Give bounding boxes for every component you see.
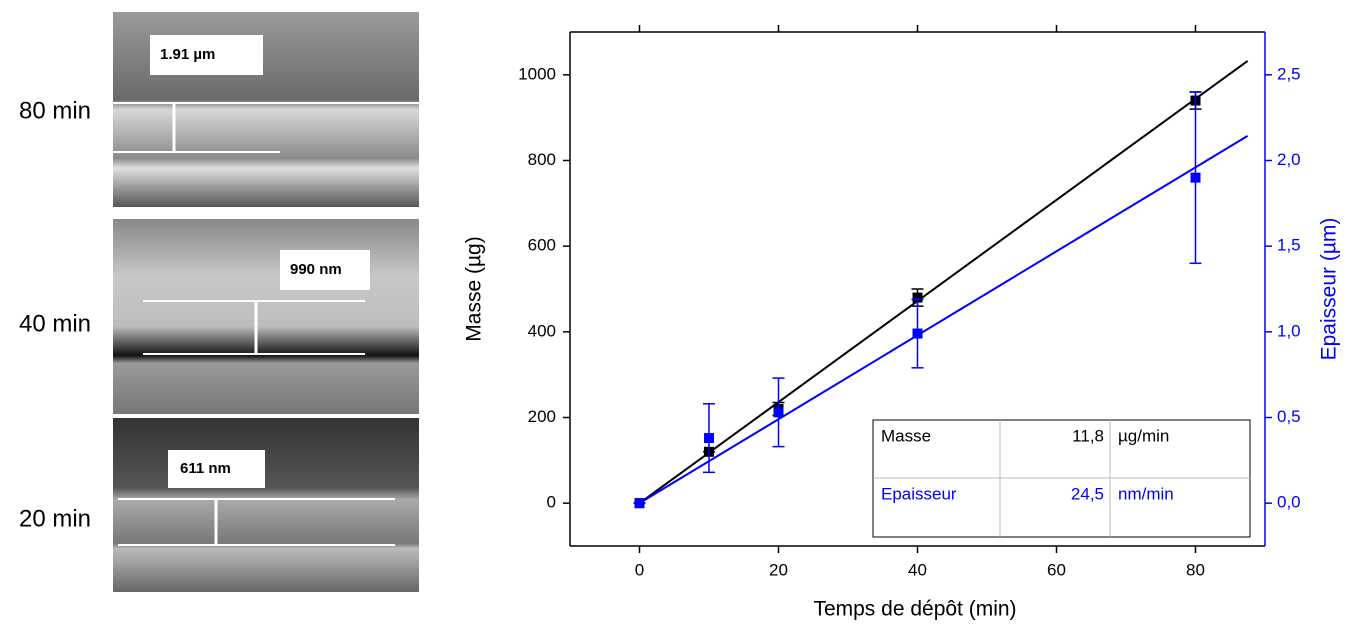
- sem-image: [113, 418, 419, 592]
- x-tick-label: 60: [1047, 560, 1066, 579]
- y2-tick-label: 0,0: [1277, 493, 1301, 512]
- marker: [634, 498, 645, 509]
- x-axis-label: Temps de dépôt (min): [813, 598, 1016, 621]
- sem-panels: 1.91 µm 80 min 990 nm 40 min 611 nm 20 m…: [19, 12, 419, 592]
- scale-label: 990 nm: [290, 261, 342, 278]
- table-cell: 11,8: [1072, 426, 1104, 445]
- y-tick-label: 600: [528, 236, 556, 255]
- y-axis-label: Masse (µg): [463, 236, 486, 341]
- x-tick-label: 0: [635, 560, 644, 579]
- x-tick-label: 40: [908, 560, 927, 579]
- scale-box: [280, 250, 370, 290]
- scale-label: 611 nm: [180, 460, 231, 477]
- y-tick-label: 1000: [518, 64, 556, 83]
- y-tick-label: 0: [547, 493, 556, 512]
- y2-tick-label: 1,0: [1277, 321, 1301, 340]
- time-label: 20 min: [19, 505, 91, 532]
- table-cell: µg/min: [1118, 426, 1169, 445]
- scale-box: [150, 35, 263, 75]
- x-tick-label: 20: [769, 560, 788, 579]
- time-label: 80 min: [19, 97, 91, 124]
- table-cell: 24,5: [1071, 484, 1104, 503]
- y-tick-label: 800: [528, 150, 556, 169]
- table-cell: Masse: [881, 426, 931, 445]
- y-tick-label: 200: [528, 407, 556, 426]
- y2-tick-label: 0,5: [1277, 407, 1301, 426]
- table-cell: Epaisseur: [881, 484, 957, 503]
- scale-box: [168, 450, 265, 488]
- y2-tick-label: 2,0: [1277, 150, 1301, 169]
- y2-tick-label: 1,5: [1277, 236, 1301, 255]
- x-tick-label: 80: [1186, 560, 1205, 579]
- marker: [1190, 172, 1201, 183]
- table-cell: nm/min: [1118, 484, 1174, 503]
- marker: [704, 433, 714, 444]
- marker: [912, 292, 923, 303]
- y-tick-label: 400: [528, 321, 556, 340]
- marker: [912, 328, 923, 339]
- y2-axis-label: Epaisseur (µm): [1318, 218, 1341, 361]
- scale-label: 1.91 µm: [160, 46, 215, 63]
- sem-image: [113, 219, 419, 414]
- fit-line: [638, 135, 1249, 505]
- time-label: 40 min: [19, 310, 91, 337]
- fit-line: [638, 60, 1249, 504]
- marker: [773, 407, 784, 418]
- y2-tick-label: 2,5: [1277, 64, 1301, 83]
